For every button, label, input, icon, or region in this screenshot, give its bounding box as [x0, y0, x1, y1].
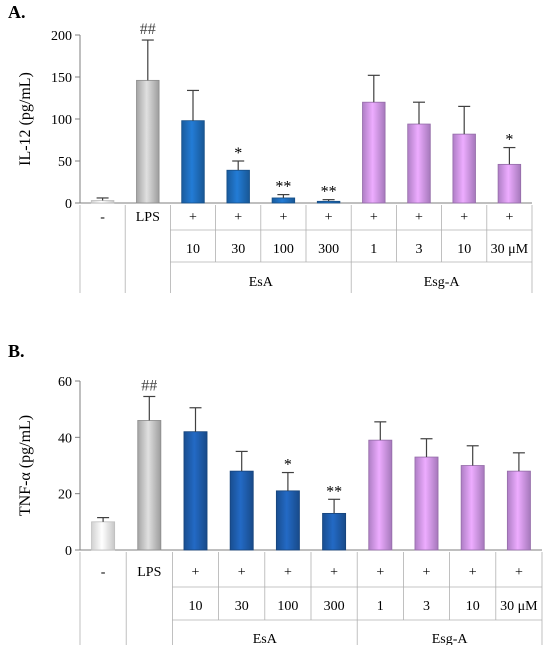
dose-row-cell: 10	[466, 599, 480, 614]
significance-marker: *	[284, 457, 292, 474]
y-tick-label: 100	[51, 113, 72, 128]
lps-row-cell: +	[325, 210, 333, 225]
bar	[91, 521, 116, 551]
dose-row-cell: 1	[370, 242, 377, 257]
bar	[414, 456, 439, 551]
bar	[183, 431, 208, 551]
dose-row-cell: 30 μM	[500, 599, 538, 614]
dose-row-cell: 30	[231, 242, 245, 257]
bar	[362, 101, 386, 204]
lps-row-cell: +	[192, 565, 200, 580]
chart-panel-b: B. TNF-α (pg/mL) 0 20 40 60 - ## LPS +10 +30 * +100 *…	[8, 341, 543, 645]
dose-row-cell: 100	[277, 599, 298, 614]
dose-row-cell: 100	[273, 242, 294, 257]
bar	[322, 512, 347, 551]
y-tick-label: 40	[58, 431, 72, 446]
dose-row-cell: 10	[189, 599, 203, 614]
lps-row-cell: +	[460, 210, 468, 225]
y-tick-label: 200	[51, 29, 72, 44]
significance-marker: ##	[140, 21, 156, 38]
lps-row-cell: -	[101, 565, 106, 580]
y-tick-label: 0	[65, 544, 72, 559]
bar	[368, 439, 393, 551]
bar	[271, 197, 296, 204]
lps-row-cell: +	[505, 210, 513, 225]
bar	[275, 490, 300, 551]
bar	[181, 120, 205, 204]
bar	[460, 465, 485, 551]
significance-marker: ##	[141, 377, 157, 394]
bar	[497, 163, 522, 204]
dose-row-cell: 10	[457, 242, 471, 257]
group-label: Esg-A	[432, 632, 469, 645]
dose-row-cell: 10	[186, 242, 200, 257]
y-tick-label: 150	[51, 71, 72, 86]
bar	[229, 470, 254, 551]
significance-marker: *	[505, 132, 513, 149]
lps-row-cell: +	[415, 210, 423, 225]
bar	[90, 200, 115, 204]
y-tick-label: 60	[58, 375, 72, 390]
lps-row-cell: +	[515, 565, 523, 580]
bar	[137, 420, 162, 551]
dose-row-cell: 30	[235, 599, 249, 614]
dose-row-cell: 300	[318, 242, 339, 257]
bar	[407, 123, 431, 204]
y-axis-label: IL-12 (pg/mL)	[17, 72, 34, 166]
lps-row-cell: +	[376, 565, 384, 580]
lps-row-cell: LPS	[137, 565, 161, 580]
group-label: EsA	[249, 275, 274, 290]
lps-row-cell: +	[189, 210, 197, 225]
lps-row-cell: -	[100, 210, 105, 225]
bar	[506, 470, 531, 551]
lps-row-cell: +	[469, 565, 477, 580]
y-axis-label: TNF-α (pg/mL)	[17, 415, 34, 516]
y-tick-label: 20	[58, 488, 72, 503]
dose-row-cell: 3	[423, 599, 430, 614]
lps-row-cell: +	[284, 565, 292, 580]
lps-row-cell: LPS	[136, 210, 160, 225]
dose-row-cell: 3	[416, 242, 423, 257]
y-tick-label: 50	[58, 155, 72, 170]
lps-row-cell: +	[279, 210, 287, 225]
bar	[452, 133, 476, 204]
lps-row-cell: +	[238, 565, 246, 580]
dose-row-cell: 300	[324, 599, 345, 614]
group-label: Esg-A	[424, 275, 461, 290]
bar	[316, 200, 341, 204]
panel-label: A.	[8, 2, 26, 22]
panel-label: B.	[8, 341, 25, 361]
chart-panel-a: A. IL-12 (pg/mL) 0 50 100 150 200 - ## LPS +10 * +30…	[8, 2, 533, 293]
significance-marker: **	[326, 483, 342, 500]
lps-row-cell: +	[370, 210, 378, 225]
significance-marker: **	[275, 179, 291, 196]
dose-row-cell: 1	[377, 599, 384, 614]
group-label: EsA	[253, 632, 278, 645]
lps-row-cell: +	[423, 565, 431, 580]
significance-marker: *	[234, 145, 242, 162]
bar	[136, 79, 160, 204]
bar	[226, 169, 250, 204]
significance-marker: **	[321, 184, 337, 201]
y-tick-label: 0	[65, 197, 72, 212]
lps-row-cell: +	[234, 210, 242, 225]
dose-row-cell: 30 μM	[491, 242, 529, 257]
lps-row-cell: +	[330, 565, 338, 580]
